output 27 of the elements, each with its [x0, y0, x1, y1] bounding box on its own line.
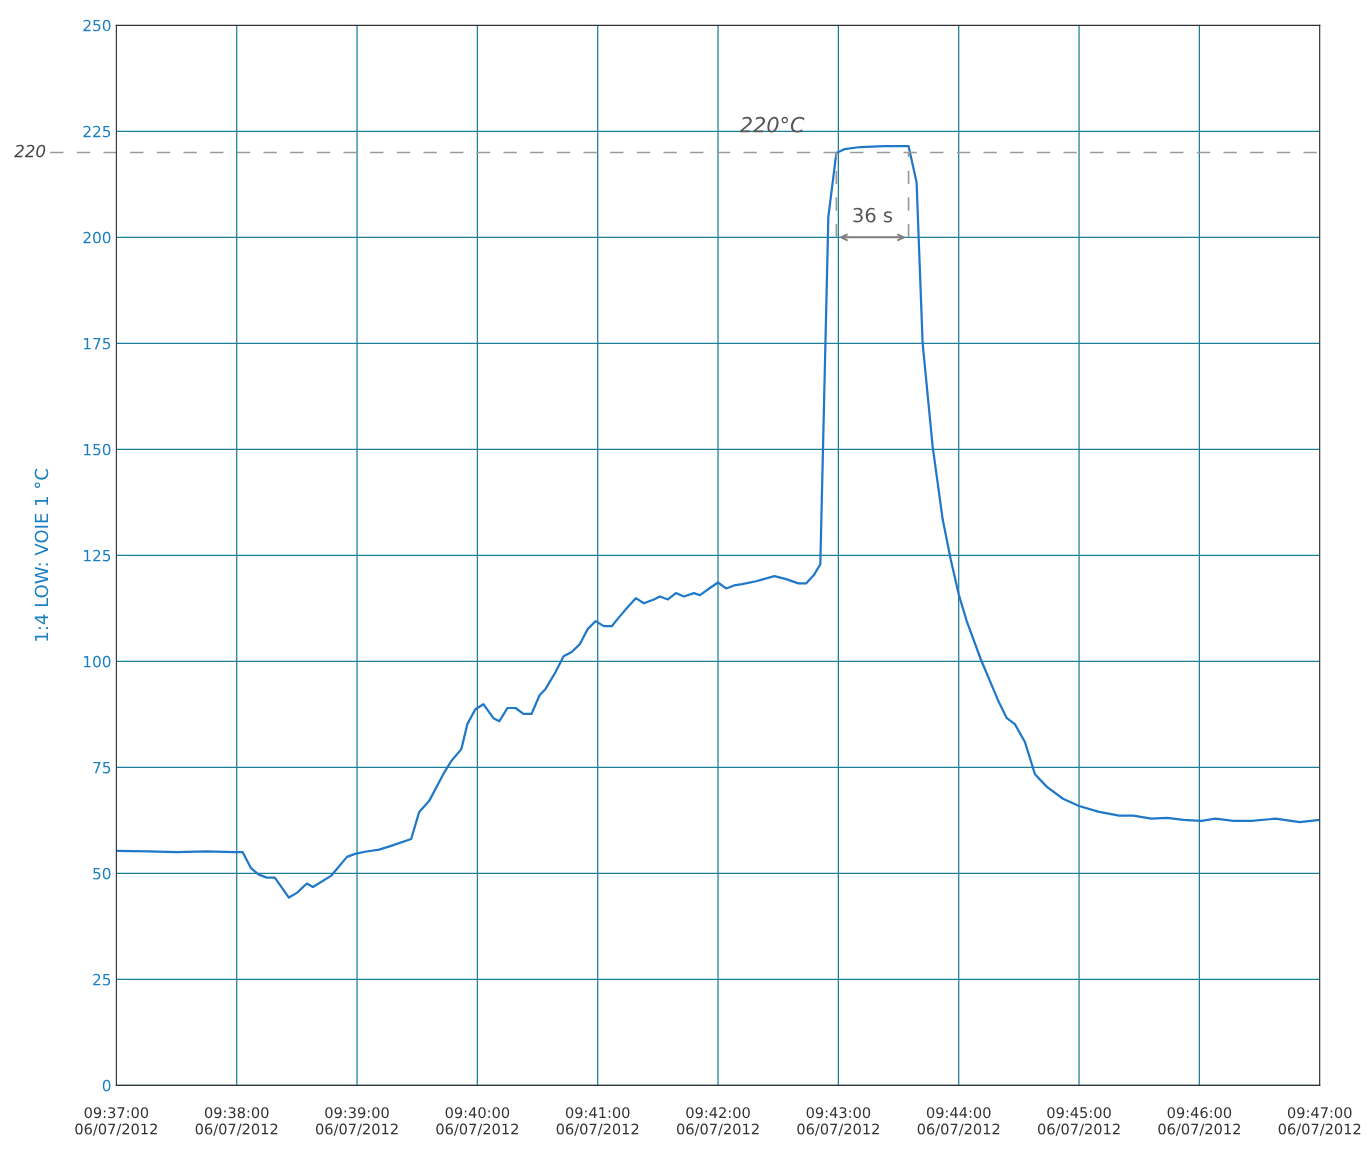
y-tick-label: 225 [83, 125, 111, 138]
y-tick-label: 25 [93, 973, 111, 986]
x-tick-label: 09:38:00 06/07/2012 [195, 1107, 278, 1136]
annotation: 220°C [739, 116, 805, 133]
y-tick-label: 100 [84, 655, 111, 668]
y-tick-label: 0 [102, 1079, 111, 1092]
y-tick-label: 250 [83, 19, 111, 32]
x-tick-label: 09:41:00 06/07/2012 [556, 1107, 639, 1136]
y-tick-label: 50 [93, 867, 111, 880]
ref-line-label: 220 [14, 144, 46, 158]
y-tick-label: 175 [84, 338, 111, 350]
x-tick-label: 09:46:00 06/07/2012 [1158, 1107, 1240, 1136]
x-tick-label: 09:39:00 06/07/2012 [315, 1107, 398, 1136]
y-tick-label: 125 [84, 549, 111, 562]
line-series [116, 145, 1320, 899]
y-tick-label: 200 [83, 231, 111, 244]
x-tick-label: 09:37:00 06/07/2012 [75, 1107, 157, 1136]
x-tick-label: 09:44:00 06/07/2012 [917, 1107, 1000, 1136]
x-tick-label: 09:43:00 06/07/2012 [797, 1107, 879, 1136]
y-tick-label: 75 [93, 762, 111, 774]
y-tick-label: 150 [84, 443, 111, 456]
x-tick-label: 09:40:00 06/07/2012 [436, 1107, 518, 1136]
x-tick-label: 09:42:00 06/07/2012 [676, 1107, 759, 1136]
x-tick-label: 09:45:00 06/07/2012 [1037, 1107, 1120, 1136]
x-tick-label: 09:47:00 06/07/2012 [1278, 1107, 1361, 1136]
y-axis-title: 1:4 LOW: VOIE 1 °C [34, 469, 49, 641]
annotation: 36 s [853, 207, 893, 223]
